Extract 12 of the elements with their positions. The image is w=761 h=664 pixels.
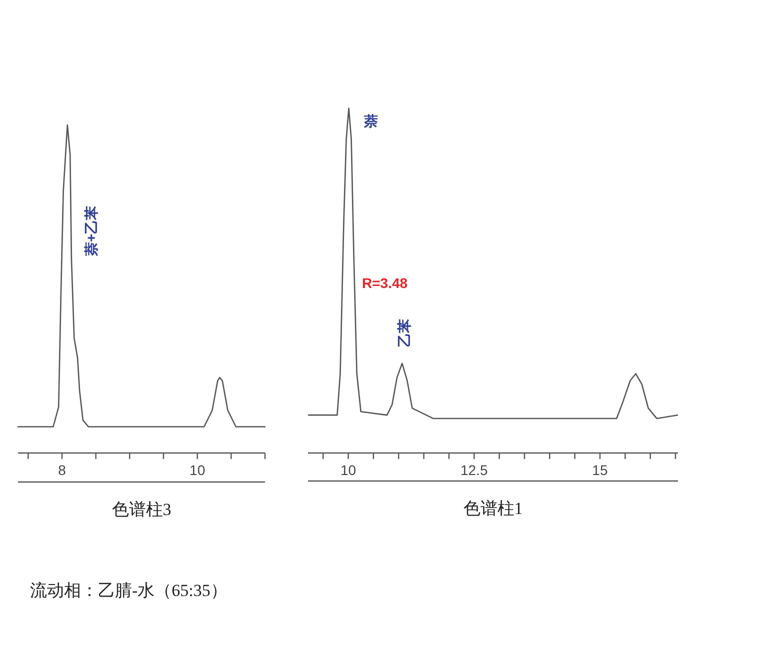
x-axis-title: 色谱柱3 <box>112 500 172 519</box>
annotation: 萘+乙苯 <box>83 204 99 257</box>
text: 流动相：乙腈-水（65:35） <box>30 581 228 600</box>
annotation: R=3.48 <box>362 275 408 291</box>
x-tick-label: 8 <box>58 462 66 478</box>
annotation: 乙苯 <box>396 318 412 347</box>
x-tick-label: 15 <box>592 462 608 478</box>
x-tick-label: 12.5 <box>460 462 488 478</box>
x-tick-label: 10 <box>190 462 206 478</box>
x-tick-label: 10 <box>340 462 356 478</box>
x-axis-title: 色谱柱1 <box>463 499 523 518</box>
annotation: 萘 <box>363 113 378 129</box>
